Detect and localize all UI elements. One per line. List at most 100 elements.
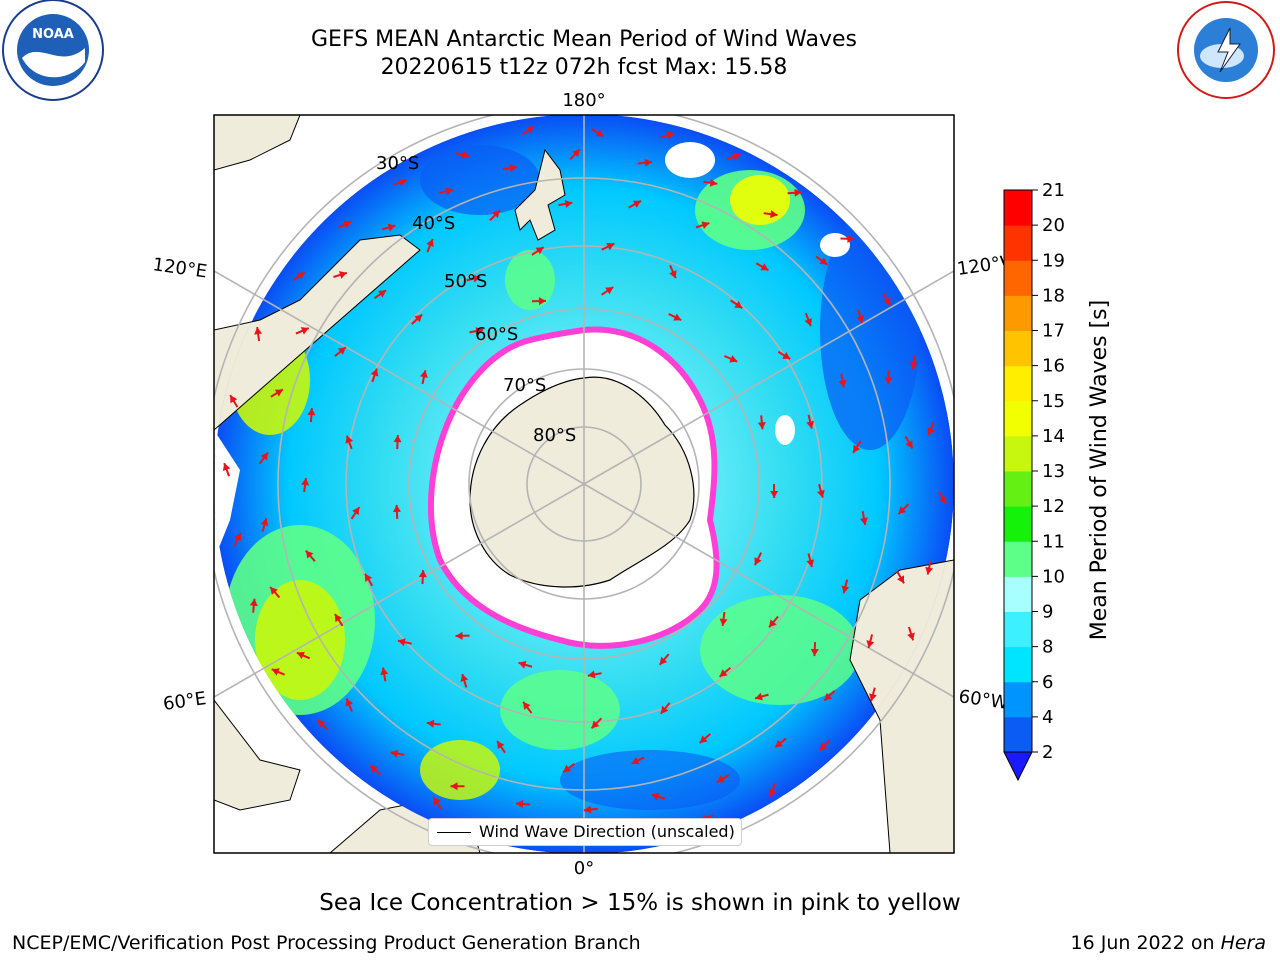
- wind-wave-arrowhead: [819, 257, 828, 265]
- wind-wave-arrowhead: [898, 506, 907, 515]
- colorbar-tick-label: 2: [1042, 742, 1053, 763]
- wind-wave-arrowhead: [270, 586, 278, 595]
- land-corner-nw: [214, 115, 301, 171]
- wind-wave-arrowhead: [897, 575, 905, 584]
- wind-wave-arrowhead: [719, 669, 728, 677]
- wind-wave-arrowhead: [838, 379, 847, 388]
- wind-wave-arrowhead: [334, 614, 343, 623]
- wind-wave-arrowhead: [296, 272, 305, 280]
- wind-wave-arrowhead: [824, 692, 833, 701]
- wind-wave-arrowhead: [939, 495, 947, 504]
- wind-wave-arrowhead: [461, 150, 470, 159]
- footer-date-text: 16 Jun 2022 on: [1070, 932, 1215, 954]
- lat-label-40s: 40°S: [412, 213, 455, 234]
- wind-wave-arrowhead: [445, 187, 453, 196]
- wind-wave-arrowhead: [233, 533, 242, 542]
- nodata-patch: [214, 430, 240, 560]
- noaa-logo: NOAA: [2, 0, 104, 101]
- wind-wave-arrowhead: [884, 377, 893, 385]
- wind-wave-arrowhead: [378, 290, 387, 298]
- wind-wave-arrowhead: [716, 775, 725, 783]
- colorbar-tick-label: 18: [1042, 285, 1065, 306]
- wind-wave-arrowhead: [492, 210, 500, 219]
- wind-wave-arrowhead: [768, 788, 777, 797]
- wind-wave-arrowhead: [927, 427, 935, 436]
- wind-wave-arrowhead: [345, 435, 354, 444]
- period-patch: [700, 595, 860, 705]
- colorbar-segment: [1004, 400, 1032, 437]
- wind-wave-arrowhead: [860, 517, 868, 525]
- lon-label-60e: 60°E: [162, 688, 208, 715]
- colorbar-tick-label: 14: [1042, 426, 1065, 447]
- wind-wave-arrowhead: [260, 518, 269, 527]
- wind-wave-arrowhead: [869, 693, 877, 702]
- wind-wave-arrowhead: [856, 315, 865, 324]
- wind-wave-arrowhead: [729, 355, 738, 363]
- colorbar-tick-label: 15: [1042, 391, 1065, 412]
- wind-wave-arrowhead: [345, 698, 353, 707]
- wind-wave-arrowhead: [666, 131, 675, 140]
- wind-wave-arrowhead: [583, 805, 592, 814]
- colorbar-segment: [1004, 716, 1032, 753]
- wind-wave-arrowhead: [516, 800, 524, 808]
- wind-wave-arrowhead: [426, 719, 435, 728]
- colorbar-segment: [1004, 506, 1032, 542]
- wind-wave-arrowhead: [343, 220, 352, 229]
- colorbar-segment: [1004, 190, 1032, 226]
- wind-wave-arrowhead: [564, 200, 573, 208]
- wind-wave-arrowhead: [518, 660, 527, 669]
- period-patch: [500, 670, 620, 750]
- colorbar-tick-label: 8: [1042, 637, 1053, 658]
- wind-wave-arrowhead: [296, 651, 305, 660]
- nodata-patch: [775, 415, 795, 445]
- colorbar-tick-label: 20: [1042, 215, 1065, 236]
- colorbar-tick-label: 21: [1042, 180, 1065, 201]
- wind-wave-arrowhead: [757, 421, 766, 430]
- wind-wave-arrowhead: [414, 314, 423, 323]
- wind-wave-arrowhead: [734, 300, 743, 309]
- colorbar-tick-label: 9: [1042, 602, 1053, 623]
- wind-wave-arrowhead: [866, 640, 875, 648]
- period-patch: [505, 250, 555, 310]
- colorbar-segment: [1004, 681, 1032, 718]
- colorbar: 2 4 6 8 9 10 11 12 13 14 15 16 17 18 19 20 21: [1003, 180, 1065, 782]
- wind-wave-arrowhead: [651, 792, 660, 801]
- wind-wave-arrowhead: [595, 129, 604, 137]
- colorbar-tick-label: 16: [1042, 356, 1065, 377]
- wind-wave-arrowhead: [605, 287, 614, 295]
- wind-wave-arrowhead: [804, 318, 813, 327]
- colorbar-segment: [1004, 365, 1032, 402]
- wind-wave-arrowhead: [254, 327, 263, 335]
- colorbar-tick-label: 17: [1042, 321, 1065, 342]
- wind-wave-arrowhead: [701, 221, 710, 230]
- wind-wave-arrowhead: [709, 178, 718, 187]
- wind-wave-arrowhead: [572, 149, 580, 158]
- wind-wave-arrowhead: [398, 178, 407, 187]
- colorbar-segment: [1004, 611, 1032, 648]
- wind-wave-arrowhead: [390, 749, 399, 758]
- wind-wave-arrowhead: [472, 274, 481, 283]
- wind-wave-arrowhead: [883, 297, 891, 306]
- wind-wave-arrowhead: [370, 765, 378, 773]
- wind-wave-arrowhead: [659, 656, 668, 665]
- colorbar-tick-label: 19: [1042, 250, 1065, 271]
- wind-wave-arrowhead: [632, 200, 641, 208]
- nodata-patch: [820, 233, 850, 257]
- chart-title: GEFS MEAN Antarctic Mean Period of Wind …: [311, 27, 857, 52]
- wind-wave-arrowhead: [274, 389, 283, 397]
- colorbar-segment: [1004, 225, 1032, 261]
- wind-wave-arrowhead: [770, 210, 778, 219]
- wind-wave-arrowhead: [853, 444, 861, 453]
- wind-wave-arrowhead: [769, 619, 777, 628]
- wind-wave-arrowhead: [393, 435, 402, 443]
- wind-wave-arrowhead: [909, 361, 918, 370]
- period-patch: [420, 145, 540, 215]
- wind-wave-arrowhead: [644, 158, 652, 167]
- wind-wave-arrowhead: [819, 742, 828, 751]
- wind-wave-arrowhead: [535, 247, 544, 255]
- wind-wave-arrowhead: [317, 719, 326, 728]
- lon-label-0: 0°: [574, 858, 594, 879]
- wind-wave-arrowhead: [732, 153, 741, 161]
- wind-wave-arrowhead: [817, 489, 825, 498]
- map-panel: [214, 115, 954, 853]
